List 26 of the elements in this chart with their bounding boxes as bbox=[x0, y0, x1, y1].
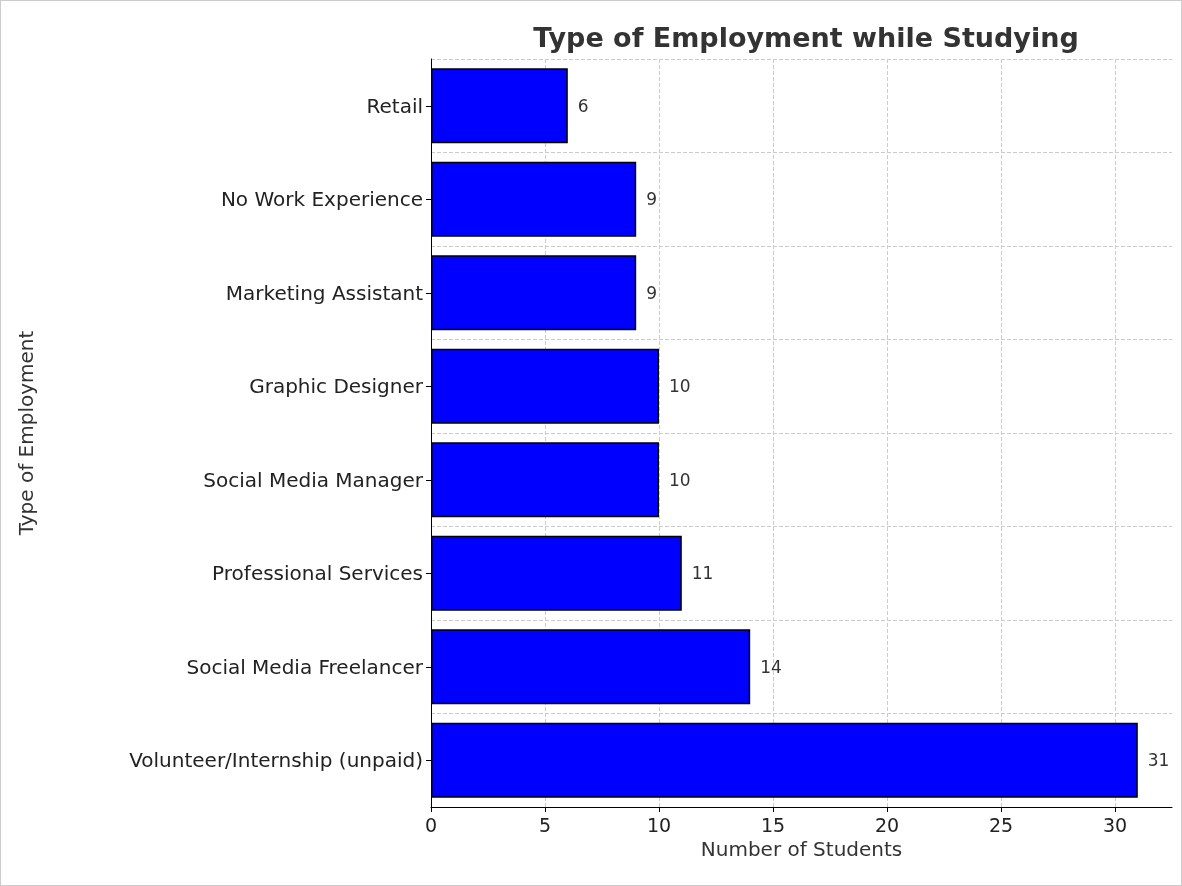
x-tick-label: 15 bbox=[760, 813, 786, 836]
x-tick-label: 0 bbox=[424, 813, 438, 836]
x-tick-label: 25 bbox=[988, 813, 1014, 836]
y-tick-label: Professional Services bbox=[212, 561, 423, 586]
y-axis-title: Type of Employment bbox=[14, 330, 38, 537]
y-tick-label: Social Media Freelancer bbox=[186, 654, 424, 679]
x-tick-label: 10 bbox=[646, 813, 672, 836]
data-label: 14 bbox=[760, 656, 782, 677]
y-tick-label: Marketing Assistant bbox=[225, 280, 424, 305]
x-tick-label: 30 bbox=[1102, 813, 1128, 836]
y-tick-label: No Work Experience bbox=[220, 187, 423, 212]
y-tick-label: Social Media Manager bbox=[203, 467, 424, 492]
chart-title: Type of Employment while Studying bbox=[533, 22, 1079, 53]
data-label: 6 bbox=[577, 95, 589, 116]
data-label: 9 bbox=[646, 189, 658, 210]
x-tick-label: 20 bbox=[874, 813, 900, 836]
y-tick-label: Volunteer/Internship (unpaid) bbox=[129, 748, 423, 773]
x-tick-label: 5 bbox=[538, 813, 552, 836]
y-tick-label: Graphic Designer bbox=[249, 374, 424, 399]
x-axis-title: Number of Students bbox=[700, 837, 903, 861]
data-label: 11 bbox=[691, 563, 714, 584]
data-label: 10 bbox=[669, 469, 691, 490]
y-tick-label: Retail bbox=[366, 93, 423, 118]
data-label: 31 bbox=[1147, 750, 1170, 771]
data-label: 10 bbox=[669, 376, 691, 397]
data-label: 9 bbox=[646, 282, 658, 303]
